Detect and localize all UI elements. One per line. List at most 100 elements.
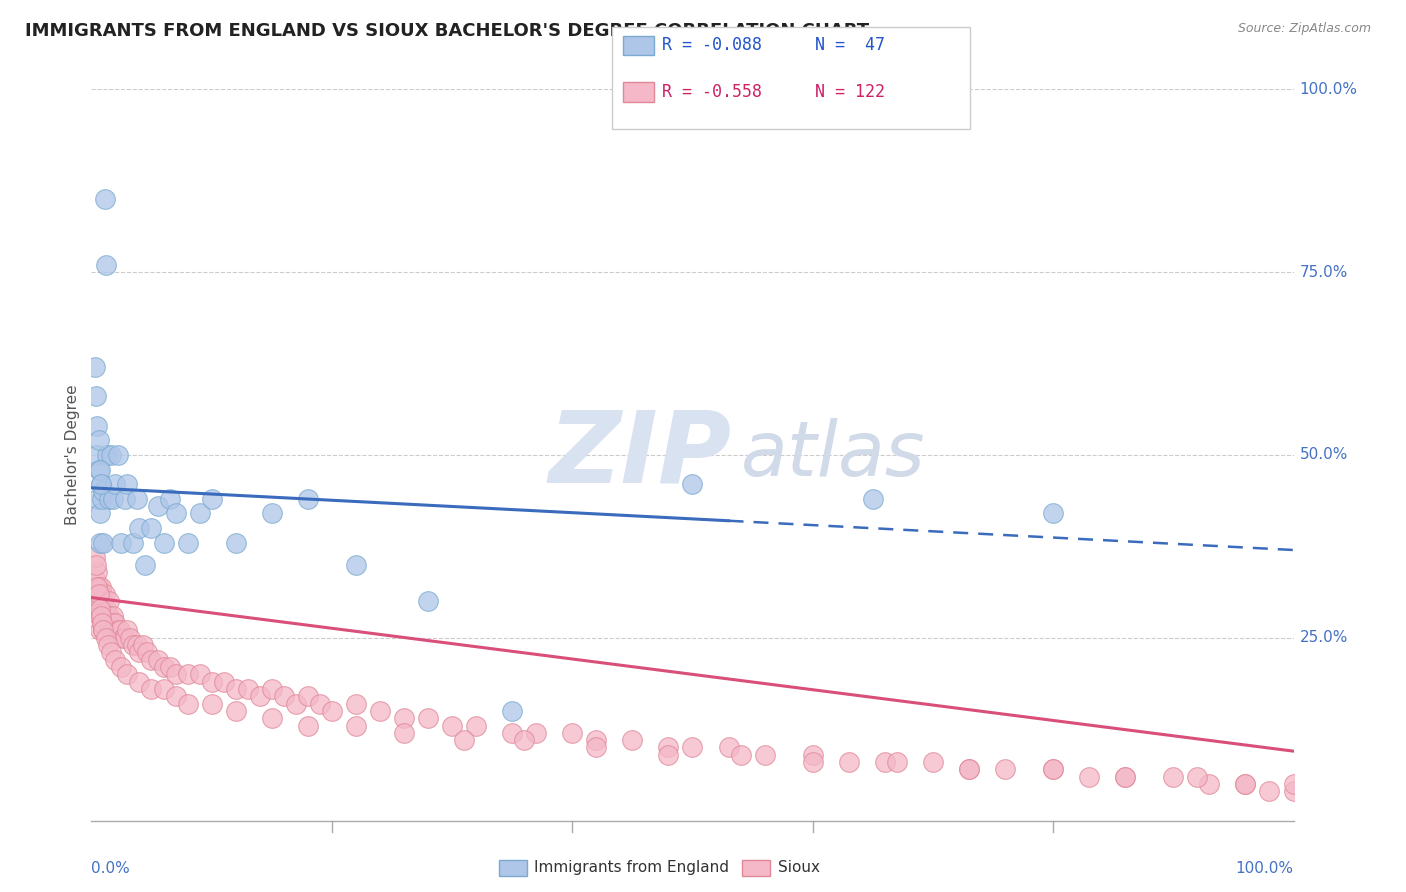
Point bbox=[101, 624, 124, 638]
Point bbox=[98, 608, 121, 623]
Point bbox=[134, 558, 156, 572]
Text: Sioux: Sioux bbox=[778, 861, 820, 875]
Point bbox=[284, 697, 307, 711]
Point bbox=[93, 484, 115, 499]
Point bbox=[146, 499, 169, 513]
Point bbox=[93, 624, 115, 638]
Point bbox=[141, 521, 163, 535]
Point bbox=[862, 491, 884, 506]
Point bbox=[94, 631, 117, 645]
Point bbox=[201, 674, 224, 689]
Point bbox=[416, 594, 439, 608]
Text: Immigrants from England: Immigrants from England bbox=[534, 861, 730, 875]
Point bbox=[1282, 777, 1305, 791]
Point bbox=[114, 631, 136, 645]
Point bbox=[1282, 784, 1305, 798]
Text: 100.0%: 100.0% bbox=[1299, 82, 1358, 96]
Point bbox=[93, 535, 115, 549]
Point bbox=[86, 565, 108, 579]
Point bbox=[86, 491, 108, 506]
Point bbox=[165, 507, 187, 521]
Text: N = 122: N = 122 bbox=[815, 83, 886, 101]
Point bbox=[297, 491, 319, 506]
Text: IMMIGRANTS FROM ENGLAND VS SIOUX BACHELOR'S DEGREE CORRELATION CHART: IMMIGRANTS FROM ENGLAND VS SIOUX BACHELO… bbox=[25, 22, 869, 40]
Point bbox=[681, 477, 703, 491]
Point bbox=[236, 681, 259, 696]
Point bbox=[128, 521, 150, 535]
Point bbox=[585, 740, 607, 755]
Point bbox=[1187, 770, 1209, 784]
Point bbox=[657, 740, 679, 755]
Point bbox=[93, 608, 115, 623]
Point bbox=[89, 594, 111, 608]
Point bbox=[1078, 770, 1101, 784]
Point bbox=[96, 448, 118, 462]
Point bbox=[87, 587, 110, 601]
Point bbox=[90, 580, 112, 594]
Point bbox=[110, 660, 132, 674]
Point bbox=[93, 594, 115, 608]
Point bbox=[188, 507, 211, 521]
Point bbox=[100, 448, 122, 462]
Point bbox=[97, 638, 120, 652]
Point bbox=[176, 667, 198, 681]
Point bbox=[103, 616, 125, 631]
Point bbox=[159, 660, 181, 674]
Point bbox=[128, 674, 150, 689]
Point bbox=[98, 491, 121, 506]
Point bbox=[717, 740, 740, 755]
Point bbox=[97, 616, 120, 631]
Point bbox=[117, 667, 139, 681]
Point bbox=[89, 535, 111, 549]
Point bbox=[453, 733, 475, 747]
Point bbox=[84, 360, 107, 375]
Point bbox=[117, 477, 139, 491]
Point bbox=[84, 558, 107, 572]
Point bbox=[135, 645, 157, 659]
Text: ZIP: ZIP bbox=[548, 407, 731, 503]
Point bbox=[100, 616, 122, 631]
Point bbox=[152, 660, 174, 674]
Point bbox=[90, 477, 112, 491]
Point bbox=[165, 667, 187, 681]
Point bbox=[873, 755, 896, 769]
Point bbox=[96, 608, 118, 623]
Point bbox=[90, 608, 112, 623]
Point bbox=[754, 747, 776, 762]
Point bbox=[561, 726, 583, 740]
Point bbox=[260, 711, 283, 725]
Point bbox=[1161, 770, 1184, 784]
Point bbox=[84, 572, 107, 586]
Point bbox=[87, 462, 110, 476]
Y-axis label: Bachelor's Degree: Bachelor's Degree bbox=[65, 384, 80, 525]
Point bbox=[368, 704, 391, 718]
Point bbox=[90, 608, 112, 623]
Point bbox=[273, 690, 295, 704]
Point bbox=[501, 704, 523, 718]
Point bbox=[89, 601, 111, 615]
Point bbox=[176, 697, 198, 711]
Point bbox=[585, 733, 607, 747]
Point bbox=[416, 711, 439, 725]
Text: 75.0%: 75.0% bbox=[1299, 265, 1348, 279]
Point bbox=[201, 491, 224, 506]
Point bbox=[100, 645, 122, 659]
Point bbox=[94, 601, 117, 615]
Point bbox=[90, 477, 112, 491]
Point bbox=[84, 587, 107, 601]
Point bbox=[87, 580, 110, 594]
Point bbox=[922, 755, 945, 769]
Point bbox=[87, 434, 110, 448]
Point bbox=[1042, 763, 1064, 777]
Point bbox=[84, 389, 107, 403]
Point bbox=[994, 763, 1017, 777]
Point bbox=[128, 645, 150, 659]
Point bbox=[89, 624, 111, 638]
Point bbox=[465, 718, 488, 732]
Point bbox=[125, 638, 148, 652]
Point bbox=[86, 580, 108, 594]
Text: 0.0%: 0.0% bbox=[91, 861, 131, 876]
Point bbox=[125, 491, 148, 506]
Point bbox=[91, 491, 114, 506]
Point bbox=[91, 587, 114, 601]
